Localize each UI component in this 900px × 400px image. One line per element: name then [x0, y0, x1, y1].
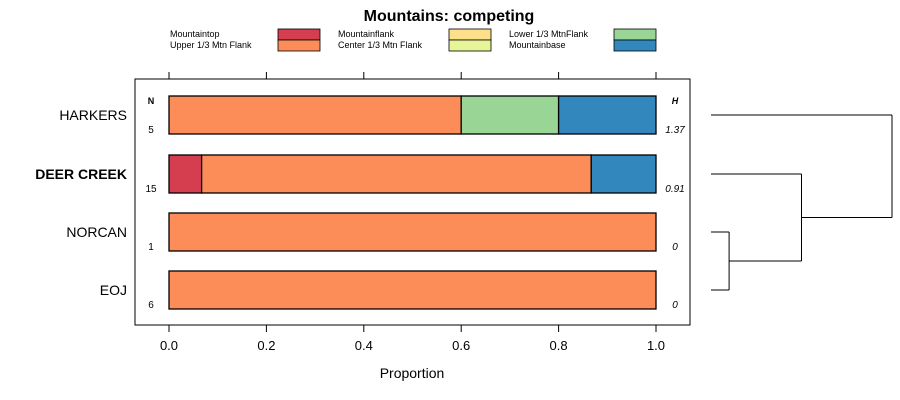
- h-column-header: H: [672, 96, 679, 106]
- n-value-eoj: 6: [148, 300, 154, 311]
- h-value-eoj: 0: [672, 300, 678, 311]
- legend-label-mountainflank: Mountainflank: [338, 29, 395, 39]
- legend-label-lower-1-3-mtnflank: Lower 1/3 MtnFlank: [509, 29, 589, 39]
- legend-swatch-mountainflank: [448, 28, 492, 41]
- bar-segment-deer-creek-mountainbase: [590, 154, 657, 194]
- chart-title: Mountains: competing: [364, 8, 535, 25]
- n-value-harkers: 5: [148, 125, 154, 136]
- x-tick-label-0-0: 0.0: [160, 338, 178, 353]
- legend-swatch-upper-1-3-mtn-flank: [277, 39, 321, 52]
- row-label-eoj: EOJ: [100, 282, 127, 298]
- x-tick-label-0-2: 0.2: [257, 338, 275, 353]
- bar-segment-harkers-lower-1-3-mtnflank: [460, 95, 560, 135]
- row-label-deer-creek: DEER CREEK: [35, 166, 127, 182]
- n-value-norcan: 1: [148, 242, 154, 253]
- legend-swatch-mountainbase: [613, 39, 657, 52]
- legend-swatch-lower-1-3-mtnflank: [613, 28, 657, 41]
- x-tick-label-0-4: 0.4: [355, 338, 373, 353]
- bar-segment-deer-creek-upper-1-3-mtn-flank: [200, 154, 592, 194]
- legend-label-upper-1-3-mtn-flank: Upper 1/3 Mtn Flank: [170, 40, 252, 50]
- bar-segment-harkers-mountainbase: [557, 95, 657, 135]
- legend-label-mountainbase: Mountainbase: [509, 40, 566, 50]
- h-value-deer-creek: 0.91: [665, 184, 684, 195]
- row-label-harkers: HARKERS: [59, 107, 127, 123]
- legend-label-mountaintop: Mountaintop: [170, 29, 220, 39]
- bar-segment-harkers-upper-1-3-mtn-flank: [168, 95, 462, 135]
- bar-segment-eoj-upper-1-3-mtn-flank: [168, 270, 657, 310]
- x-tick-label-0-8: 0.8: [550, 338, 568, 353]
- legend-swatch-center-1-3-mtn-flank: [448, 39, 492, 52]
- row-label-norcan: NORCAN: [66, 224, 127, 240]
- bars-group: HARKERS 5 1.37 DEER CREEK 15 0.91 NORCAN 1 0 EOJ 6…: [35, 95, 685, 311]
- h-value-norcan: 0: [672, 242, 678, 253]
- h-value-harkers: 1.37: [665, 125, 685, 136]
- bar-segment-deer-creek-mountaintop: [168, 154, 203, 194]
- n-value-deer-creek: 15: [145, 184, 157, 195]
- dendrogram: [711, 114, 893, 291]
- plot-frame: [134, 78, 691, 326]
- legend-swatch-mountaintop: [277, 28, 321, 41]
- x-tick-label-0-6: 0.6: [452, 338, 470, 353]
- x-axis-label: Proportion: [380, 365, 445, 381]
- bar-segment-norcan-upper-1-3-mtn-flank: [168, 212, 657, 252]
- x-tick-label-1-0: 1.0: [647, 338, 665, 353]
- x-axis: 0.0 0.2 0.4 0.6 0.8 1.0: [160, 72, 665, 353]
- n-column-header: N: [148, 96, 155, 106]
- legend-label-center-1-3-mtn-flank: Center 1/3 Mtn Flank: [338, 40, 423, 50]
